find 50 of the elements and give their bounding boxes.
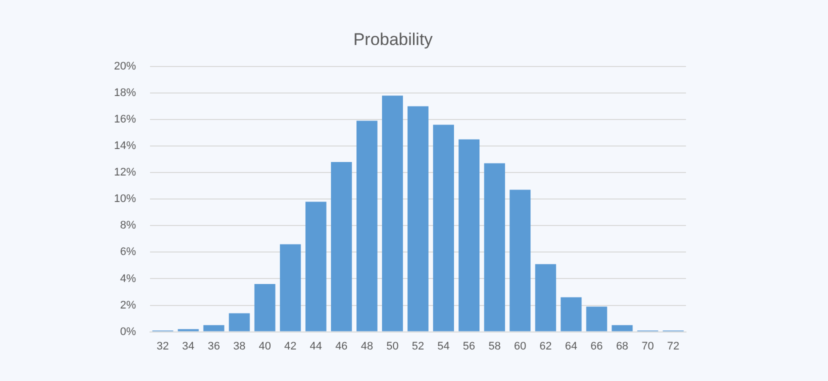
y-tick-label: 8%: [120, 220, 136, 232]
bar: [228, 313, 250, 332]
bar: [382, 96, 403, 332]
bar: [408, 106, 428, 332]
bar: [458, 139, 480, 332]
x-tick-label: 70: [642, 340, 654, 352]
x-tick-label: 52: [412, 340, 424, 352]
x-tick-label: 40: [258, 340, 271, 352]
y-tick-label: 6%: [120, 246, 136, 258]
x-tick-label: 58: [488, 340, 501, 352]
y-tick-label: 12%: [114, 166, 136, 179]
x-tick-label: 44: [310, 340, 322, 352]
x-tick-label: 50: [386, 340, 399, 352]
x-tick-label: 42: [284, 340, 297, 352]
y-tick-label: 0%: [120, 326, 136, 338]
bar: [305, 202, 326, 332]
bar: [356, 120, 378, 332]
x-tick-label: 62: [540, 340, 552, 352]
x-tick-label: 54: [437, 340, 450, 352]
x-tick-label: 60: [514, 340, 526, 352]
bar: [612, 325, 633, 332]
x-tick-label: 38: [233, 340, 246, 352]
chart-title: Probability: [353, 30, 434, 49]
bar: [330, 162, 352, 332]
x-tick-label: 36: [208, 340, 220, 352]
bar: [254, 284, 276, 332]
x-tick-label: 66: [590, 340, 603, 352]
x-tick-label: 64: [565, 340, 578, 352]
x-tick-label: 68: [616, 340, 628, 352]
bar: [535, 264, 556, 332]
x-tick-label: 72: [667, 340, 680, 352]
bar: [280, 244, 301, 332]
bar: [560, 297, 582, 332]
x-tick-label: 32: [156, 340, 169, 352]
y-tick-label: 10%: [114, 193, 136, 206]
y-tick-label: 18%: [114, 86, 136, 99]
x-tick-label: 34: [182, 340, 194, 352]
x-tick-label: 48: [360, 340, 374, 352]
y-tick-label: 20%: [114, 60, 136, 72]
y-tick-label: 16%: [114, 114, 136, 126]
x-tick-label: 46: [335, 340, 348, 352]
bar: [484, 163, 506, 332]
y-tick-label: 2%: [120, 299, 136, 312]
y-tick-label: 4%: [120, 272, 136, 285]
bar: [433, 124, 454, 332]
bar: [203, 325, 224, 332]
bar: [586, 306, 608, 332]
bar: [510, 190, 531, 332]
y-tick-label: 14%: [114, 140, 136, 152]
x-tick-label: 56: [462, 340, 476, 352]
